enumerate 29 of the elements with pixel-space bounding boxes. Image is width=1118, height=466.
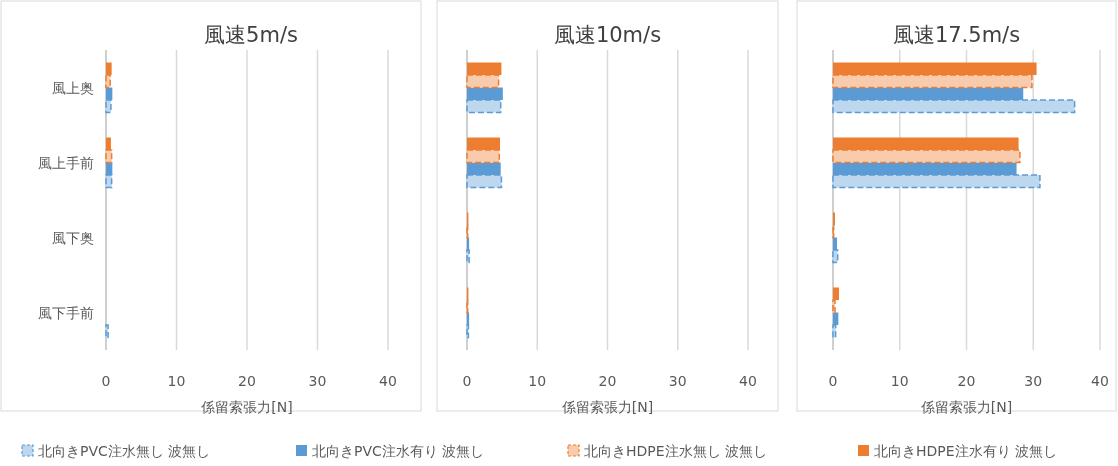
y-tick-label: 風上奥 (52, 79, 94, 96)
x-tick-label: 0 (462, 373, 472, 389)
x-tick-label: 30 (308, 373, 327, 389)
chart-title: 風速17.5m/s (892, 23, 1021, 47)
x-tick-label: 20 (238, 373, 256, 389)
legend-label: 北向きPVC注水有り 波無し (312, 443, 485, 459)
x-axis-title: 係留索張力[N] (560, 399, 654, 415)
x-tick-label: 10 (528, 373, 547, 389)
legend-label: 北向きPVC注水無し 波無し (38, 443, 211, 459)
x-tick-label: 0 (101, 373, 111, 389)
x-tick-label: 10 (167, 373, 186, 389)
x-axis-title: 係留索張力[N] (919, 399, 1013, 415)
x-axis-title: 係留索張力[N] (200, 399, 293, 415)
legend-label: 北向きHDPE注水無し 波無し (584, 443, 768, 459)
x-tick-label: 20 (957, 373, 976, 389)
chart-title: 風速10m/s (553, 23, 662, 47)
y-tick-label: 風下手前 (38, 304, 94, 321)
x-tick-label: 40 (1091, 373, 1109, 389)
x-tick-label: 30 (1024, 373, 1043, 389)
chart-title: 風速5m/s (204, 23, 298, 47)
y-tick-label: 風上手前 (38, 154, 94, 171)
y-tick-label: 風下奥 (52, 229, 94, 246)
x-tick-label: 40 (739, 373, 757, 389)
x-tick-label: 20 (598, 373, 617, 389)
x-tick-label: 0 (828, 373, 838, 389)
x-tick-label: 30 (668, 373, 687, 389)
legend-label: 北向きHDPE注水有り 波無し (874, 443, 1058, 459)
x-tick-label: 40 (379, 373, 397, 389)
x-tick-label: 10 (890, 373, 909, 389)
